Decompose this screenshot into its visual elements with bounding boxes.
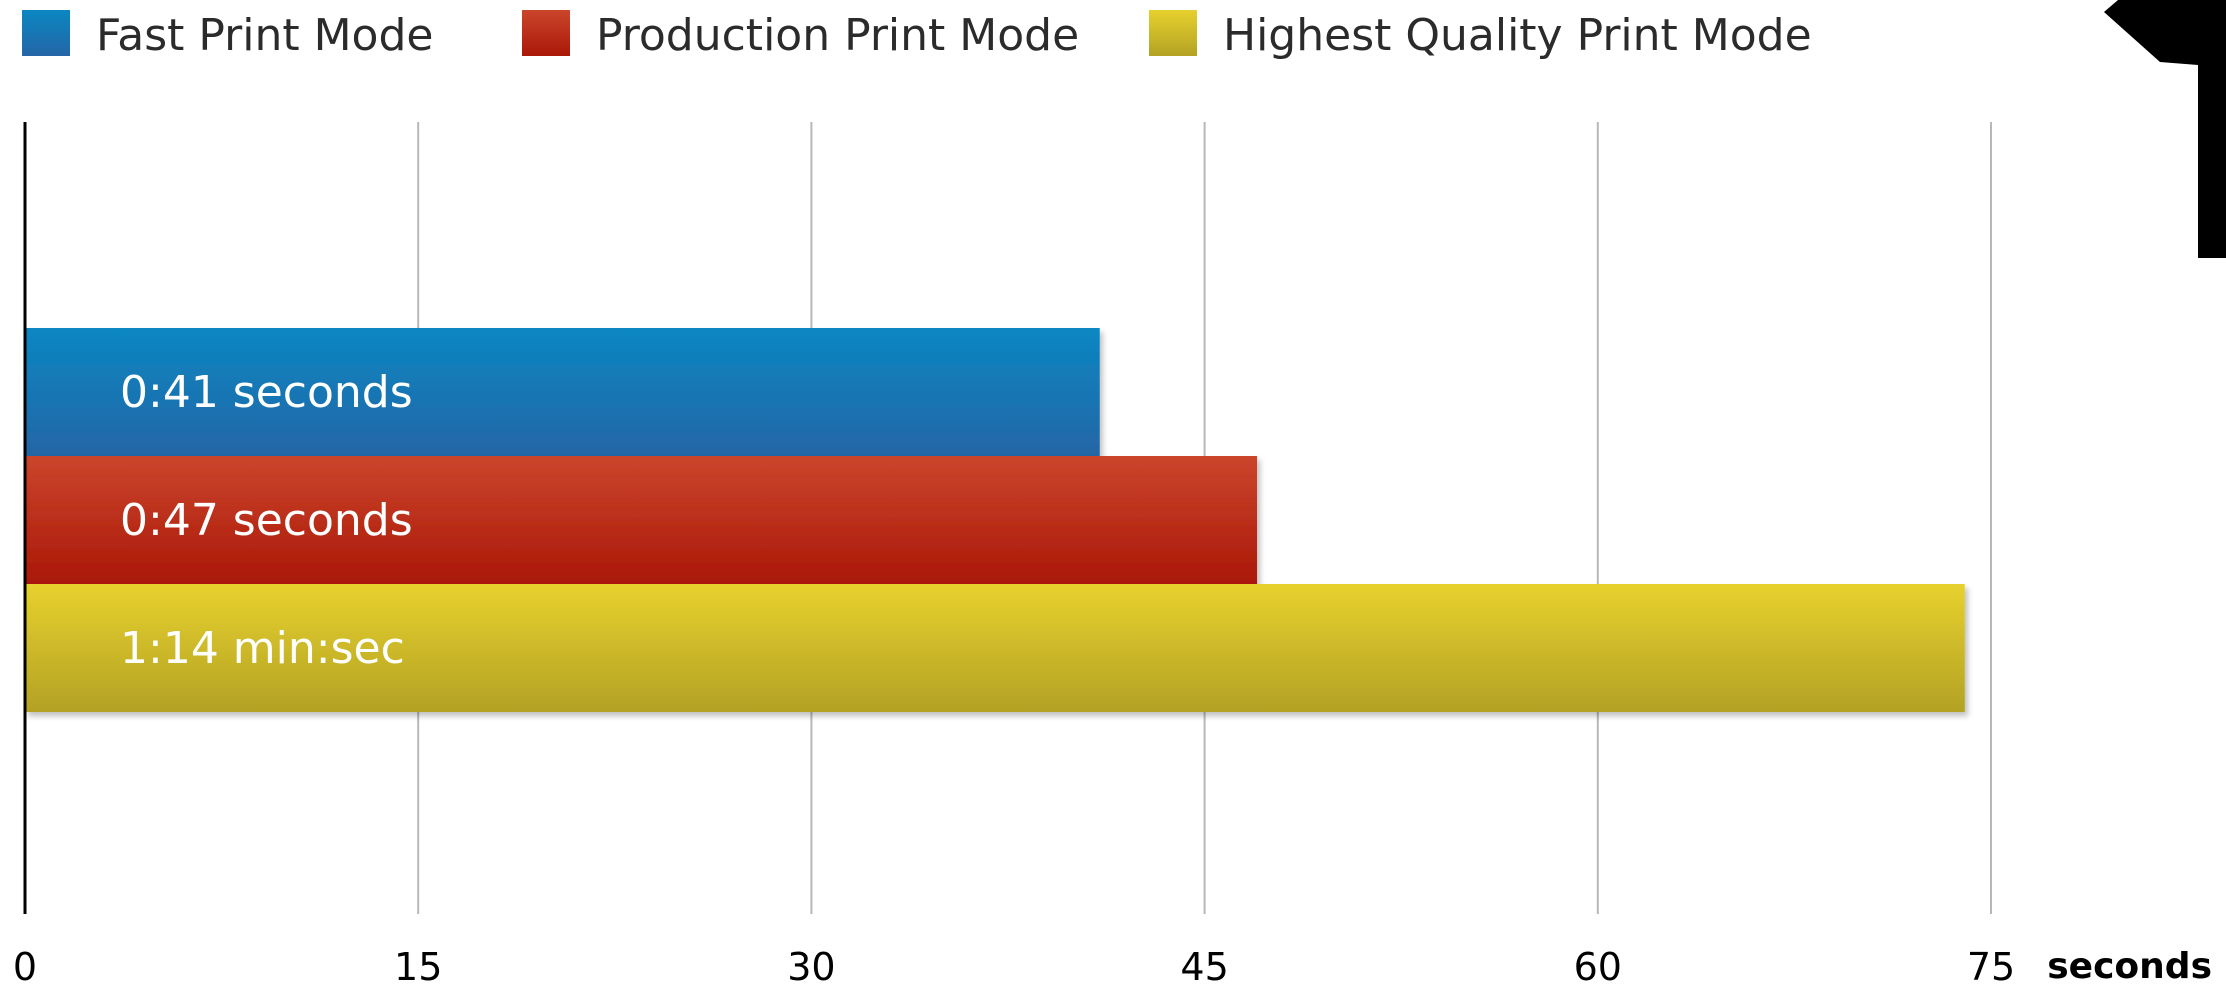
legend-label: Production Print Mode xyxy=(596,10,1079,61)
bar-production-print-mode xyxy=(25,456,1258,584)
x-tick-label: 15 xyxy=(394,945,442,986)
legend-swatch-fast-print-mode xyxy=(22,10,70,56)
x-tick-label: 0 xyxy=(13,945,37,986)
chart-bars: 0:41 seconds 0:47 seconds 1:14 min:sec xyxy=(25,328,1965,712)
legend-label: Highest Quality Print Mode xyxy=(1223,10,1812,61)
bar-value-label: 0:47 seconds xyxy=(120,495,413,546)
x-tick-label: 60 xyxy=(1574,945,1622,986)
x-axis-unit-label: seconds xyxy=(2047,946,2212,986)
legend-label: Fast Print Mode xyxy=(96,10,433,61)
corner-arrow-shape xyxy=(2104,0,2226,258)
x-tick-label: 45 xyxy=(1180,945,1228,986)
legend-swatch-highest-quality-print-mode xyxy=(1149,10,1197,56)
bar-value-label: 0:41 seconds xyxy=(120,367,413,418)
legend-swatch-production-print-mode xyxy=(522,10,570,56)
x-tick-label: 75 xyxy=(1967,945,2015,986)
x-tick-label: 30 xyxy=(787,945,835,986)
bar-value-label: 1:14 min:sec xyxy=(120,623,405,674)
chart-legend: Fast Print Mode Production Print Mode High… xyxy=(22,10,1812,61)
chart-x-axis: 0 15 30 45 60 75 seconds xyxy=(13,122,2212,986)
bar-fast-print-mode xyxy=(25,328,1100,456)
bar-highest-quality-print-mode xyxy=(25,584,1965,712)
